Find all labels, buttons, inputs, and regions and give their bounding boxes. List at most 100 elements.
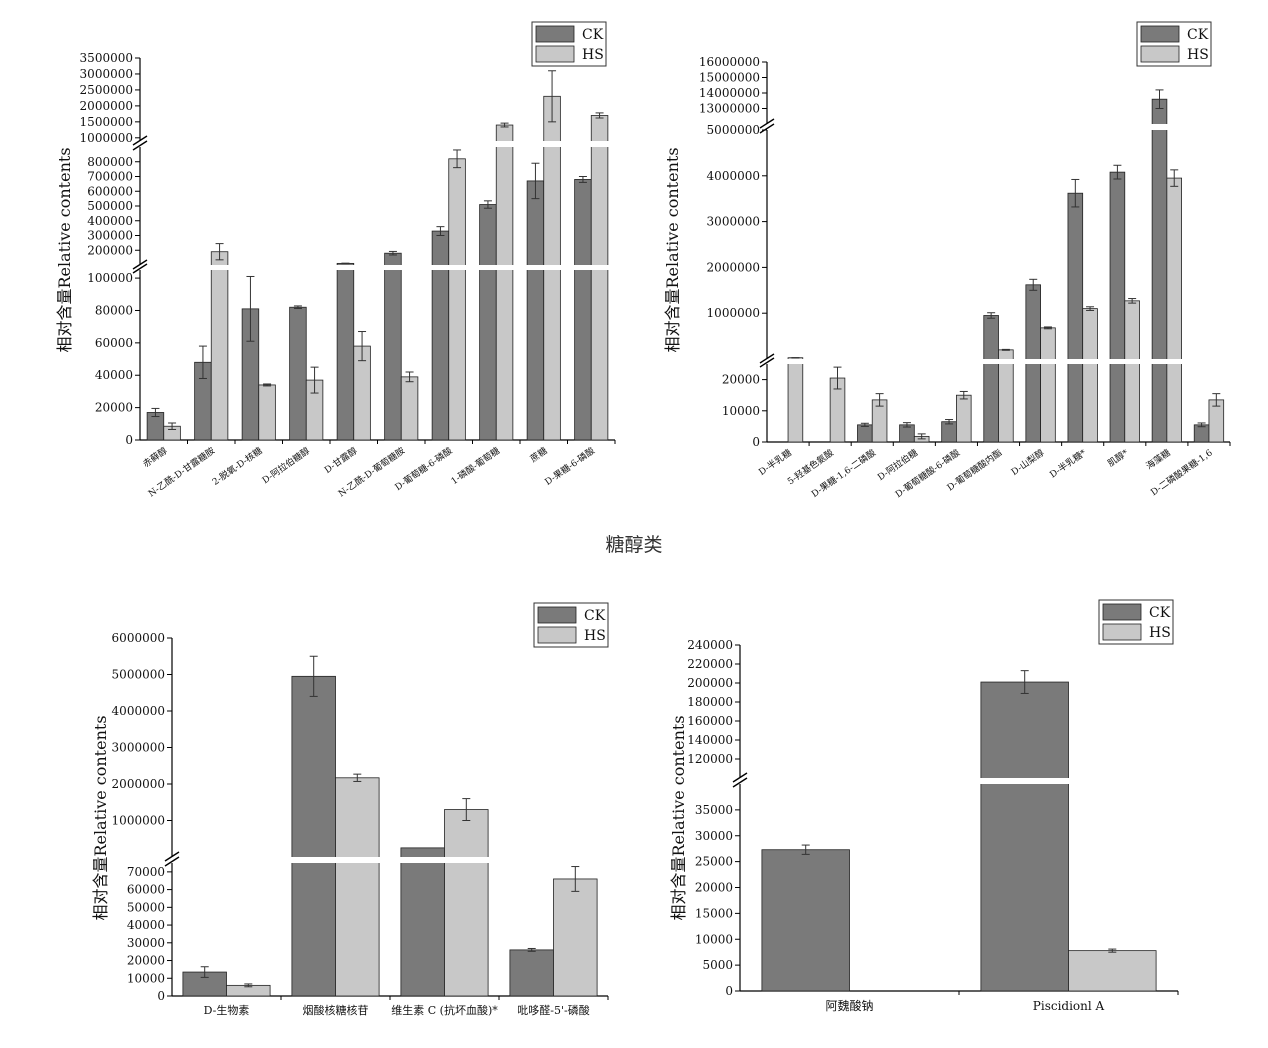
y-tick-label: 220000 [687, 657, 733, 671]
bar [210, 251, 229, 441]
bar [761, 849, 850, 992]
y-tick-label: 30000 [695, 829, 733, 843]
legend: CK HS [1136, 21, 1212, 67]
y-tick-label: 2000000 [80, 99, 133, 113]
y-tick-label: 2000000 [707, 260, 760, 274]
legend-swatch [1102, 603, 1142, 621]
legend-swatch [537, 606, 577, 624]
bar [1109, 171, 1126, 443]
y-tick-label: 180000 [687, 695, 733, 709]
category-label: 海藻糖 [1144, 447, 1173, 472]
legend-label: CK [582, 27, 604, 43]
y-tick-label: 2500000 [80, 83, 133, 97]
bar [553, 878, 598, 997]
y-axis-label: 相对含量Relative contents [663, 147, 682, 352]
y-tick-label: 100000 [87, 271, 133, 285]
category-label: D-山梨醇 [1009, 447, 1047, 478]
category-label: 烟酸核糖核苷 [303, 1003, 369, 1017]
category-label: D-阿拉伯糖醇 [260, 445, 312, 487]
category-label: 吡哆醛-5'-磷酸 [517, 1003, 589, 1017]
bar [1082, 308, 1098, 443]
y-tick-label: 60000 [95, 336, 133, 350]
bar [431, 230, 450, 441]
category-label: D-生物素 [204, 1003, 250, 1017]
axis-break-mark [132, 140, 148, 151]
axis-break-mark [759, 118, 775, 129]
bar [857, 424, 873, 443]
bar [1166, 177, 1182, 443]
category-label: 肌醇* [1105, 446, 1131, 469]
y-tick-label: 5000000 [707, 123, 760, 137]
bar [336, 262, 355, 441]
axis-break-mark [164, 851, 180, 862]
bar [1151, 98, 1168, 443]
axis-break-band [768, 359, 1230, 364]
y-tick-label: 3000000 [80, 67, 133, 81]
bar [289, 306, 307, 441]
y-tick-label: 6000000 [112, 631, 165, 645]
bar [1124, 300, 1140, 443]
axis-break-band [141, 141, 615, 147]
y-tick-label: 400000 [87, 214, 133, 228]
axis-break-mark [132, 263, 148, 274]
legend-label: CK [1149, 605, 1171, 621]
y-tick-label: 140000 [687, 733, 733, 747]
y-tick-label: 30000 [127, 936, 165, 950]
y-tick-label: 600000 [87, 184, 133, 198]
category-label: 蔗糖 [528, 445, 550, 465]
category-label: 阿魏酸钠 [825, 998, 873, 1013]
y-tick-label: 160000 [687, 714, 733, 728]
category-label: 赤藓醇 [140, 445, 169, 470]
y-tick-label: 20000 [695, 881, 733, 895]
bar [787, 357, 804, 443]
bar [509, 949, 554, 997]
bar [258, 384, 276, 441]
axis-break-band [741, 778, 1178, 784]
bar [1068, 950, 1157, 992]
bar [590, 115, 609, 441]
y-tick-label: 13000000 [699, 102, 760, 116]
bar [980, 681, 1069, 992]
legend-swatch [1140, 45, 1180, 63]
y-tick-label: 10000 [722, 404, 760, 418]
y-tick-label: 1500000 [80, 115, 133, 129]
y-tick-label: 16000000 [699, 55, 760, 69]
legend: CK HS [533, 602, 609, 648]
y-tick-label: 5000000 [112, 668, 165, 682]
bar [574, 179, 592, 441]
category-label: 1-磷酸-葡萄糖 [449, 445, 502, 487]
category-label: D-半乳糖 [756, 447, 794, 478]
bar [400, 847, 445, 997]
legend-swatch [537, 626, 577, 644]
chart-panel: 0 20000 40000 60000 80000 100000 2000003000004… [55, 21, 616, 499]
y-tick-label: 5000 [702, 958, 733, 972]
y-tick-label: 20000 [127, 954, 165, 968]
y-tick-label: 40000 [127, 918, 165, 932]
bar [400, 376, 419, 441]
legend-label: CK [584, 608, 606, 624]
y-tick-label: 3500000 [80, 51, 133, 65]
y-tick-label: 700000 [87, 170, 133, 184]
legend: CK HS [1098, 599, 1174, 645]
y-tick-label: 14000000 [699, 86, 760, 100]
axis-break-band [173, 857, 608, 863]
y-tick-label: 10000 [695, 932, 733, 946]
y-tick-label: 800000 [87, 155, 133, 169]
y-tick-label: 35000 [695, 803, 733, 817]
y-axis-label: 相对含量Relative contents [91, 715, 110, 920]
y-tick-label: 25000 [695, 855, 733, 869]
category-label: Piscidionl A [1033, 999, 1105, 1013]
y-tick-label: 1000000 [112, 814, 165, 828]
bar [384, 252, 402, 441]
y-tick-label: 40000 [95, 368, 133, 382]
axis-break-mark [732, 777, 748, 788]
axis-break-band [768, 124, 1230, 130]
bar [444, 809, 489, 997]
axis-break-mark [759, 357, 775, 368]
y-tick-label: 80000 [95, 303, 133, 317]
chart-panel: 0 10000 20000 30000 40000 50000 60000 70000 1000… [91, 602, 609, 1017]
category-label: D-果糖-6-磷酸 [542, 445, 597, 488]
y-tick-label: 500000 [87, 199, 133, 213]
y-axis-label: 相对含量Relative contents [55, 147, 74, 352]
